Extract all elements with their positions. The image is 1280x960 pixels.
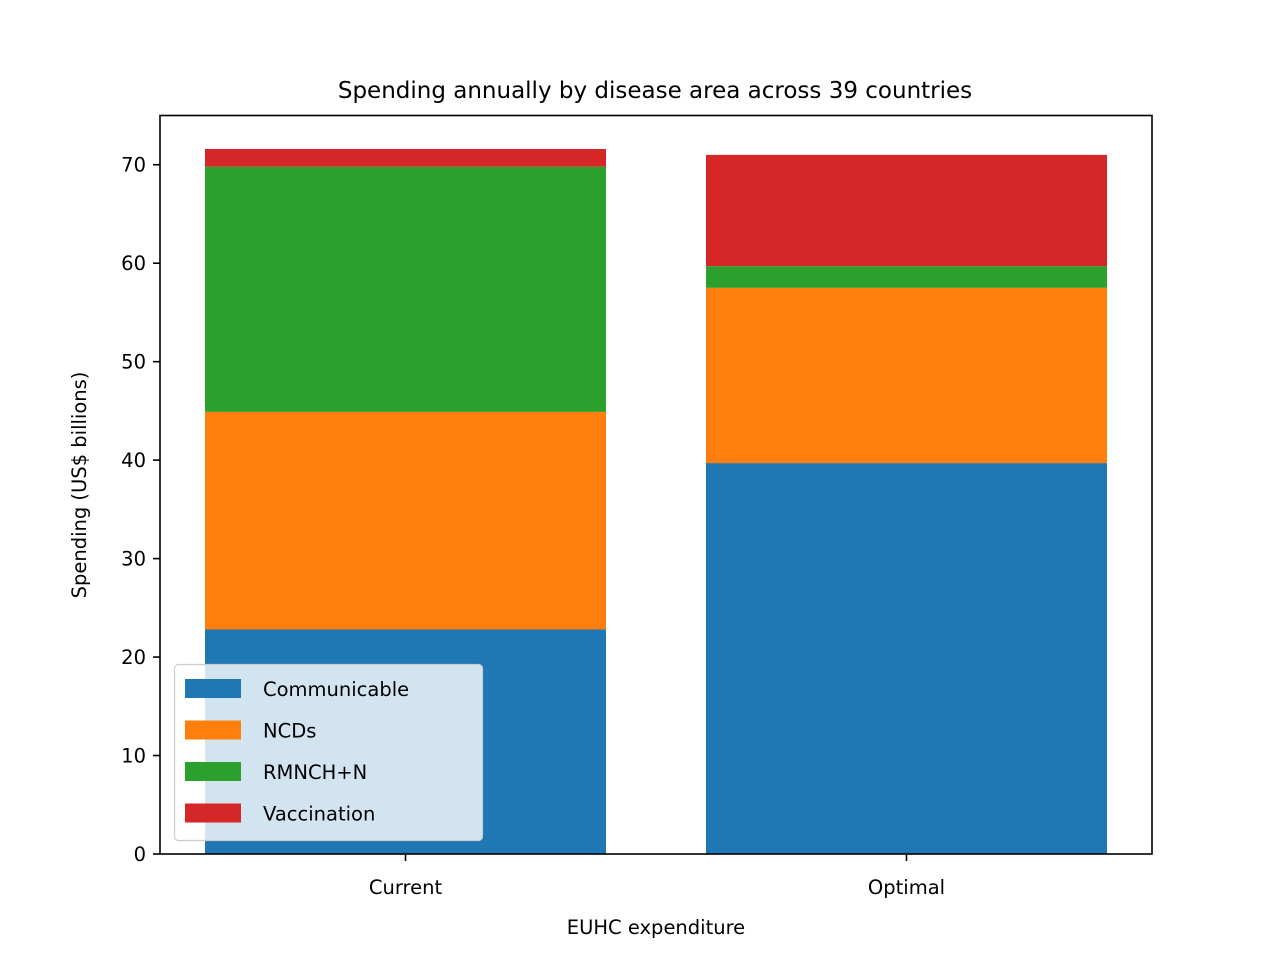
chart-title: Spending annually by disease area across… [338, 78, 972, 104]
y-tick-label: 10 [121, 745, 146, 768]
y-axis: 0 10 20 30 40 50 60 70 [121, 154, 160, 866]
legend-swatch-rmnch-n [185, 762, 241, 781]
legend-swatch-ncds [185, 720, 241, 740]
y-tick-label: 0 [134, 843, 146, 866]
legend-label-communicable: Communicable [263, 678, 409, 701]
legend: Communicable NCDs RMNCH+N Vaccination [173, 663, 484, 842]
bar-current-vaccination [205, 148, 606, 167]
legend-label-ncds: NCDs [263, 720, 316, 743]
bar-optimal-ncds [706, 287, 1107, 464]
y-tick-label: 70 [121, 154, 146, 177]
y-tick-label: 60 [121, 252, 146, 275]
y-tick-label: 20 [121, 646, 146, 669]
legend-box [173, 663, 484, 842]
y-axis-label: Spending (US$ billions) [68, 372, 91, 599]
plot-frame [159, 114, 1153, 855]
bar-current-ncds [205, 411, 606, 630]
bar-current-rmnch-n [205, 166, 606, 412]
bar-optimal-communicable [706, 463, 1107, 854]
x-axis: Current Optimal [369, 854, 945, 899]
bars-group [205, 148, 1107, 854]
x-tick-label-optimal: Optimal [868, 876, 945, 899]
legend-swatch-communicable [185, 679, 241, 698]
legend-label-vaccination: Vaccination [263, 803, 375, 826]
legend-swatch-vaccination [185, 803, 241, 823]
y-tick-label: 40 [121, 449, 146, 472]
bar-optimal-vaccination [706, 154, 1107, 267]
bar-optimal-rmnch-n [706, 266, 1107, 288]
x-axis-label: EUHC expenditure [567, 916, 745, 939]
y-tick-label: 50 [121, 351, 146, 374]
y-tick-label: 30 [121, 548, 146, 571]
legend-label-rmnch-n: RMNCH+N [263, 761, 367, 784]
x-tick-label-current: Current [369, 876, 443, 899]
